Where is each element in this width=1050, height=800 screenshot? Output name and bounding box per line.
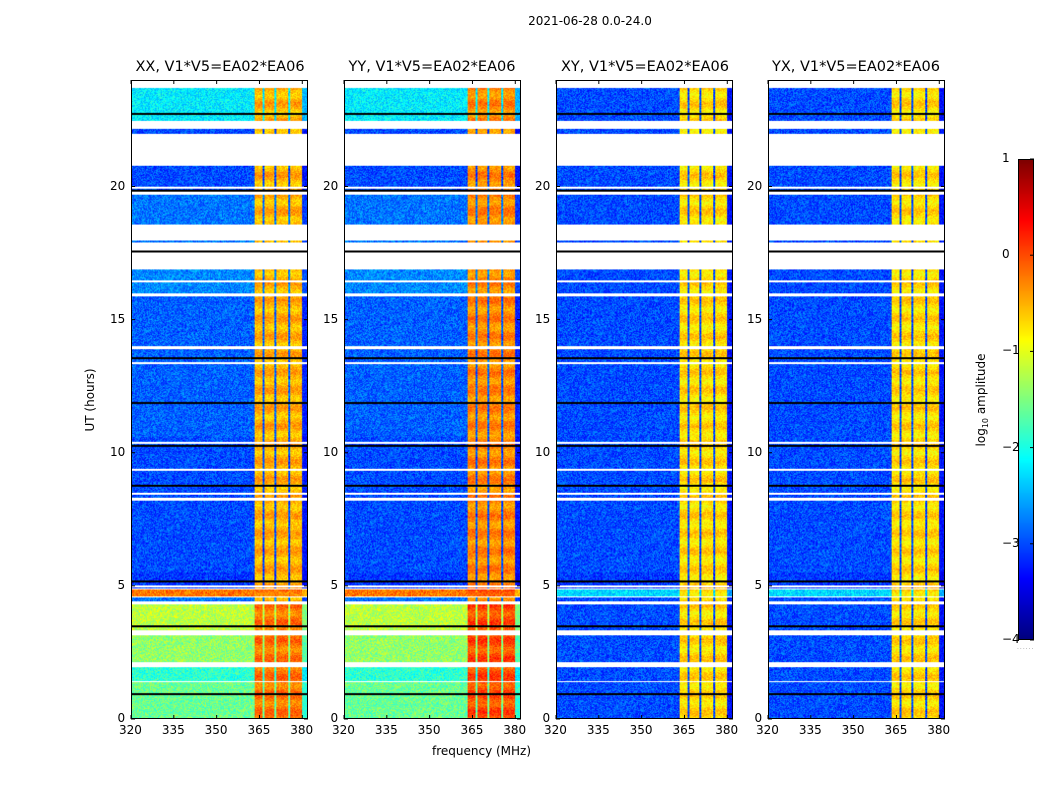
- y-tick-label: 10: [747, 444, 763, 459]
- x-tick-label: 335: [161, 723, 185, 737]
- y-tick-label: 15: [535, 311, 551, 326]
- x-tick-label: 350: [417, 723, 441, 737]
- x-tick-label: 365: [247, 723, 271, 737]
- x-tick-label: 335: [798, 723, 822, 737]
- colorbar-dots: ......: [1017, 644, 1035, 651]
- x-tick-label: 335: [586, 723, 610, 737]
- colorbar-label-sub: 10: [981, 417, 991, 429]
- y-tick-label: 15: [110, 311, 126, 326]
- x-tick-label: 380: [927, 723, 951, 737]
- x-tick-label: 320: [756, 723, 779, 737]
- panel-title-yy: YY, V1*V5=EA02*EA06: [348, 59, 516, 75]
- panel-title-yx: YX, V1*V5=EA02*EA06: [771, 59, 940, 75]
- x-tick-label: 380: [715, 723, 739, 737]
- colorbar-tick-label: 1: [1002, 151, 1010, 165]
- y-tick-label: 5: [542, 577, 551, 592]
- y-tick-label: 20: [535, 178, 551, 193]
- y-tick-label: 0: [542, 711, 551, 725]
- spectrogram-panel-xx: [131, 80, 308, 719]
- y-tick-label: 15: [323, 311, 339, 326]
- y-tick-label: 5: [330, 577, 339, 592]
- colorbar-tick-label: −2: [1002, 439, 1020, 454]
- y-tick-label: 10: [535, 444, 551, 459]
- panel-title-xy: XY, V1*V5=EA02*EA06: [560, 59, 729, 75]
- y-tick-label: 5: [117, 577, 126, 592]
- x-axis-label: frequency (MHz): [432, 744, 532, 758]
- colorbar-tick-label: −1: [1002, 343, 1020, 358]
- y-tick-label: 10: [110, 444, 126, 459]
- y-tick-label: 0: [754, 711, 763, 725]
- x-tick-label: 350: [629, 723, 653, 737]
- y-tick-label: 10: [323, 444, 339, 459]
- spectrogram-panel-yy: [344, 80, 521, 719]
- figure-title: 2021-06-28 0.0-24.0: [528, 14, 652, 28]
- x-tick-label: 320: [332, 723, 355, 737]
- x-tick-label: 350: [841, 723, 865, 737]
- x-tick-label: 380: [290, 723, 314, 737]
- y-axis-label: UT (hours): [83, 368, 97, 432]
- x-tick-label: 365: [672, 723, 696, 737]
- y-tick-label: 20: [110, 178, 126, 193]
- x-tick-label: 335: [374, 723, 398, 737]
- colorbar-tick-label: −4: [1002, 632, 1020, 646]
- x-tick-label: 380: [503, 723, 527, 737]
- colorbar-gradient: [1019, 160, 1033, 639]
- spectrogram-image-xx: [132, 81, 307, 718]
- spectrogram-image-yx: [769, 81, 944, 718]
- x-tick-label: 350: [204, 723, 228, 737]
- spectrogram-panel-yx: [768, 80, 945, 719]
- x-tick-label: 365: [884, 723, 908, 737]
- x-tick-label: 365: [460, 723, 484, 737]
- x-tick-label: 320: [119, 723, 142, 737]
- y-tick-label: 5: [754, 577, 763, 592]
- y-tick-label: 20: [747, 178, 763, 193]
- spectrogram-image-xy: [557, 81, 732, 718]
- colorbar-label-log: log: [973, 428, 988, 447]
- spectrogram-image-yy: [345, 81, 520, 718]
- x-tick-label: 320: [544, 723, 567, 737]
- panel-title-xx: XX, V1*V5=EA02*EA06: [135, 59, 305, 75]
- colorbar-label-amplitude: amplitude: [973, 353, 988, 418]
- colorbar-tick-label: −3: [1002, 535, 1020, 550]
- colorbar: [1018, 159, 1034, 640]
- y-tick-label: 0: [117, 711, 126, 725]
- spectrogram-panel-xy: [556, 80, 733, 719]
- y-tick-label: 0: [330, 711, 339, 725]
- y-tick-label: 20: [323, 178, 339, 193]
- y-tick-label: 15: [747, 311, 763, 326]
- colorbar-tick-label: 0: [1002, 247, 1010, 262]
- colorbar-label: log10 amplitude: [974, 354, 990, 447]
